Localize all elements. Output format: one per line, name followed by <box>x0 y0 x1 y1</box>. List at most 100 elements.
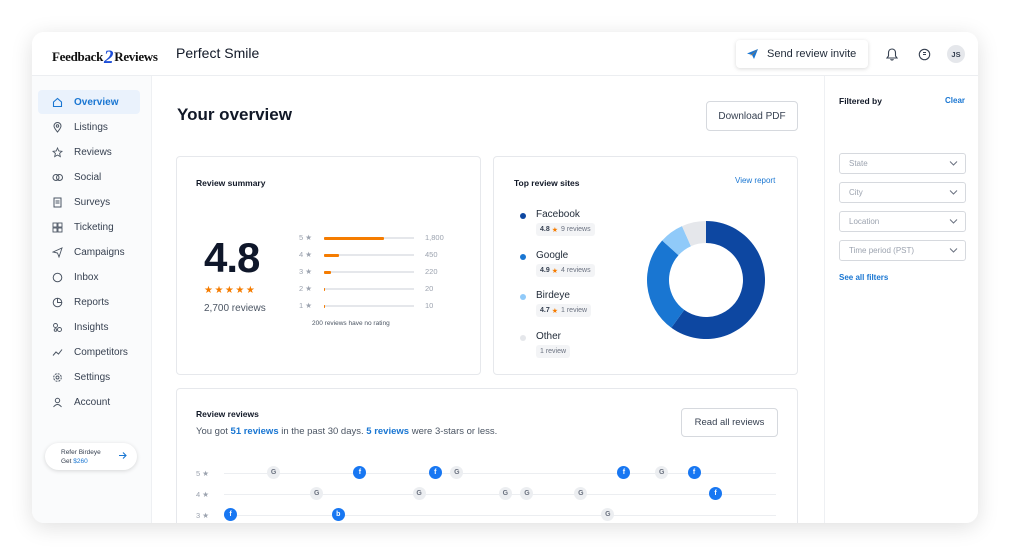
sidebar-item-competitors[interactable]: Competitors <box>38 340 140 364</box>
gear-icon <box>52 372 63 383</box>
avatar[interactable]: JS <box>947 45 965 63</box>
google-review-icon[interactable]: G <box>450 466 464 479</box>
top-header: Feedback2Reviews Perfect Smile Send revi… <box>32 32 978 76</box>
card-title: Review summary <box>196 178 266 188</box>
chevron-down-icon <box>949 161 958 166</box>
rating-bar-count: 20 <box>425 284 434 293</box>
sidebar-item-label: Overview <box>74 96 119 108</box>
ticket-grid-icon <box>52 222 63 233</box>
sidebar-item-label: Ticketing <box>74 221 114 233</box>
rating-bar-label: 4 ★ <box>299 250 312 259</box>
review-sites-donut-chart <box>647 221 765 339</box>
site-name: Other <box>536 331 562 342</box>
rating-stars: ★★★★★ <box>204 285 257 296</box>
timeline-row-label: 3 ★ <box>196 511 209 520</box>
time-period-select[interactable]: Time period (PST) <box>839 240 966 261</box>
sidebar-item-overview[interactable]: Overview <box>38 90 140 114</box>
sidebar-item-insights[interactable]: Insights <box>38 315 140 339</box>
google-review-icon[interactable]: G <box>574 487 588 500</box>
rating-bar-fill <box>324 287 326 291</box>
google-review-icon[interactable]: G <box>520 487 534 500</box>
sidebar-item-reports[interactable]: Reports <box>38 290 140 314</box>
logo-text-end: Reviews <box>114 49 158 64</box>
reviews-description: You got 51 reviews in the past 30 days. … <box>196 426 498 437</box>
location-pin-icon <box>52 121 63 133</box>
logo-number: 2 <box>104 47 114 68</box>
birdeye-review-icon[interactable]: b <box>331 508 345 521</box>
clear-filters-link[interactable]: Clear <box>945 96 966 105</box>
facebook-review-icon[interactable]: f <box>428 466 442 479</box>
donut-slice-birdeye[interactable] <box>662 226 691 256</box>
paper-plane-icon <box>52 246 63 258</box>
facebook-review-icon[interactable]: f <box>687 466 701 479</box>
sidebar-item-surveys[interactable]: Surveys <box>38 190 140 214</box>
read-all-reviews-button[interactable]: Read all reviews <box>681 408 778 437</box>
bell-icon[interactable] <box>883 45 901 63</box>
invite-label: Send review invite <box>767 48 857 60</box>
sidebar-item-label: Social <box>74 171 102 183</box>
facebook-review-icon[interactable]: f <box>353 466 367 479</box>
refer-birdeye-button[interactable]: Refer Birdeye Get $260 <box>45 443 137 470</box>
logo[interactable]: Feedback2Reviews <box>52 45 158 68</box>
facebook-review-icon[interactable]: f <box>224 508 237 521</box>
timeline-line <box>224 515 776 516</box>
card-title: Top review sites <box>514 178 580 188</box>
refer-offer: Get $260 <box>61 458 88 465</box>
timeline-row-label: 5 ★ <box>196 469 209 478</box>
donut-slice-google[interactable] <box>647 240 685 328</box>
google-review-icon[interactable]: G <box>498 487 512 500</box>
google-review-icon[interactable]: G <box>267 466 281 479</box>
social-icon <box>52 172 63 183</box>
sidebar-item-social[interactable]: Social <box>38 165 140 189</box>
reviews-count-link[interactable]: 51 reviews <box>230 426 279 437</box>
top-review-sites-card: Top review sites View report Facebook 4.… <box>493 156 798 375</box>
facebook-review-icon[interactable]: f <box>617 466 631 479</box>
app-window: Feedback2Reviews Perfect Smile Send revi… <box>32 32 978 523</box>
sidebar-item-campaigns[interactable]: Campaigns <box>38 240 140 264</box>
send-review-invite-button[interactable]: Send review invite <box>736 40 868 68</box>
rating-bar-row: 2 ★ 20 <box>299 283 459 295</box>
arrow-right-icon <box>119 452 127 459</box>
sidebar-item-ticketing[interactable]: Ticketing <box>38 215 140 239</box>
rating-bar-fill <box>324 236 384 240</box>
google-review-icon[interactable]: G <box>601 508 615 521</box>
sidebar-item-account[interactable]: Account <box>38 390 140 414</box>
donut-slice-facebook[interactable] <box>671 221 765 339</box>
chevron-down-icon <box>949 190 958 195</box>
download-pdf-button[interactable]: Download PDF <box>706 101 798 131</box>
site-rating-chip: 4.8 ★ 9 reviews <box>536 223 595 236</box>
google-review-icon[interactable]: G <box>655 466 669 479</box>
logo-text: Feedback <box>52 49 104 64</box>
sidebar-item-label: Inbox <box>74 271 99 283</box>
chat-bubble-icon[interactable] <box>915 45 933 63</box>
view-report-link[interactable]: View report <box>735 176 776 185</box>
chevron-down-icon <box>949 248 958 253</box>
state-select[interactable]: State <box>839 153 966 174</box>
sidebar-item-listings[interactable]: Listings <box>38 115 140 139</box>
facebook-review-icon[interactable]: f <box>709 487 723 500</box>
review-count: 2,700 reviews <box>204 303 266 314</box>
rating-bar-fill <box>324 253 339 257</box>
site-rating-chip: 4.7 ★ 1 review <box>536 304 592 317</box>
donut-slice-other[interactable] <box>682 221 706 247</box>
sidebar-item-label: Account <box>74 396 111 408</box>
low-rating-count-link[interactable]: 5 reviews <box>366 426 410 437</box>
location-select[interactable]: Location <box>839 211 966 232</box>
city-select[interactable]: City <box>839 182 966 203</box>
page-title: Your overview <box>177 105 292 124</box>
card-title: Review reviews <box>196 409 259 419</box>
home-icon <box>52 97 63 108</box>
sidebar-item-reviews[interactable]: Reviews <box>38 140 140 164</box>
review-summary-card: Review summary 4.8 ★★★★★ 2,700 reviews 5… <box>176 156 481 375</box>
business-name: Perfect Smile <box>176 45 260 61</box>
sidebar-item-inbox[interactable]: Inbox <box>38 265 140 289</box>
google-review-icon[interactable]: G <box>412 487 426 500</box>
sidebar-item-label: Surveys <box>74 196 111 208</box>
legend-dot <box>520 254 526 260</box>
sidebar-item-settings[interactable]: Settings <box>38 365 140 389</box>
see-all-filters-link[interactable]: See all filters <box>839 273 889 282</box>
rating-bar-row: 3 ★ 220 <box>299 266 459 278</box>
google-review-icon[interactable]: G <box>310 487 324 500</box>
